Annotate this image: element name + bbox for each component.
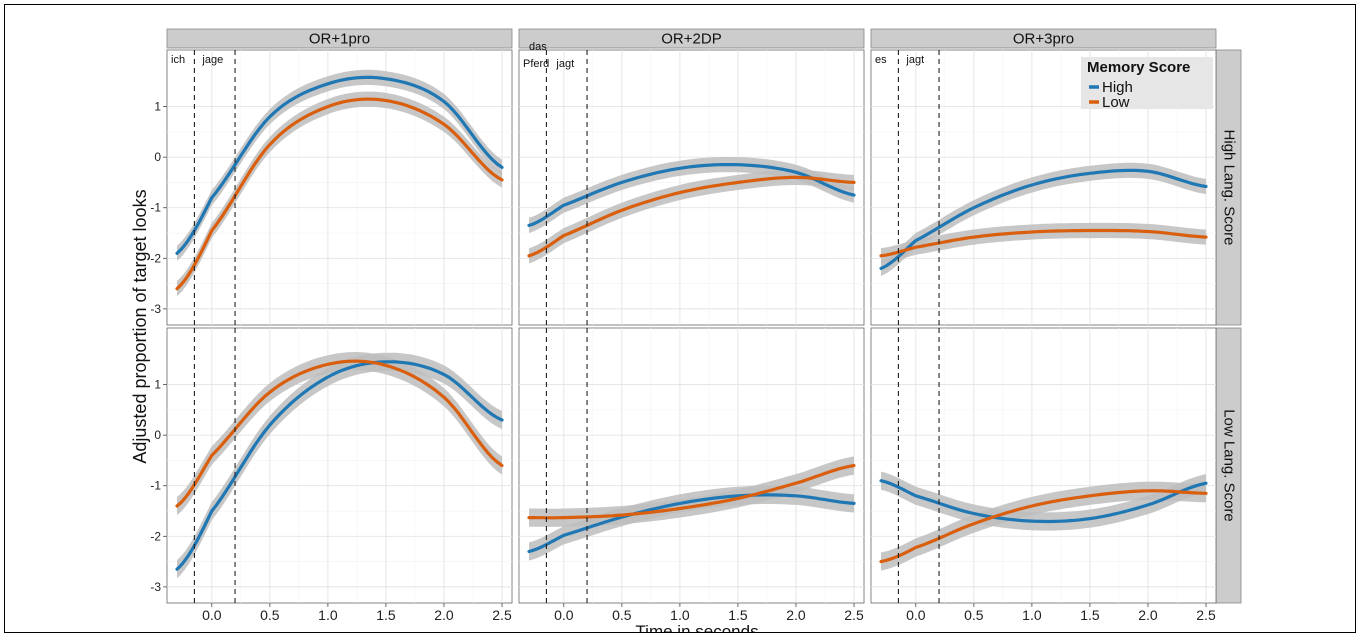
y-tick-label: -3 xyxy=(150,580,161,594)
series-line-low xyxy=(527,463,856,520)
x-tick-label: 0.0 xyxy=(202,607,222,623)
series-line-low xyxy=(879,489,1208,564)
y-tick-label: 1 xyxy=(154,378,161,392)
x-tick-label: 1.0 xyxy=(318,607,338,623)
word-label: jage xyxy=(201,54,223,66)
x-tick-label: 0.0 xyxy=(554,607,574,623)
x-tick-label: 0.5 xyxy=(260,607,280,623)
row-strip-label: High Lang. Score xyxy=(1221,130,1238,246)
y-tick-label: -3 xyxy=(150,302,161,316)
x-tick-label: 2.5 xyxy=(1196,607,1216,623)
legend-label: Low xyxy=(1102,94,1130,111)
panel-background xyxy=(870,327,1217,604)
x-tick-label: 0.5 xyxy=(612,607,632,623)
x-tick-label: 1.5 xyxy=(1080,607,1100,623)
x-tick-label: 1.0 xyxy=(1022,607,1042,623)
y-tick-label: -1 xyxy=(150,201,161,215)
confidence-band xyxy=(529,456,854,527)
row-strip xyxy=(1215,49,1242,326)
series-line-high xyxy=(175,360,504,571)
word-label: es xyxy=(875,54,887,66)
word-label: jagt xyxy=(555,58,574,70)
confidence-band xyxy=(881,222,1206,264)
x-tick-label: 2.0 xyxy=(786,607,806,623)
x-tick-label: 1.5 xyxy=(728,607,748,623)
confidence-band xyxy=(881,162,1206,276)
word-label: jagt xyxy=(905,54,924,66)
x-axis-title: Time in seconds xyxy=(635,622,758,633)
x-tick-label: 1.5 xyxy=(376,607,396,623)
series-line-high xyxy=(879,479,1208,524)
series-line-high xyxy=(527,493,856,554)
word-label: ich xyxy=(171,54,185,66)
x-tick-label: 1.0 xyxy=(670,607,690,623)
x-tick-label: 2.5 xyxy=(844,607,864,623)
word-label: Pferd xyxy=(523,58,549,70)
column-strip xyxy=(518,28,865,49)
y-tick-label: -2 xyxy=(150,251,161,265)
series-line-high xyxy=(527,163,856,227)
faceted-line-chart: OR+1pro OR+2DP OR+3pro High Lang. Score Low … xyxy=(130,28,1242,633)
x-tick-label: 0.0 xyxy=(906,607,926,623)
x-tick-label: 2.0 xyxy=(434,607,454,623)
legend-title: Memory Score xyxy=(1087,59,1190,76)
series-line-high xyxy=(879,168,1208,270)
x-tick-label: 2.0 xyxy=(1138,607,1158,623)
y-tick-label: 0 xyxy=(154,150,161,164)
word-label: das xyxy=(529,41,547,53)
column-strip-label: OR+3pro xyxy=(1013,31,1074,48)
series-line-low xyxy=(175,97,504,291)
y-tick-label: 1 xyxy=(154,100,161,114)
confidence-band xyxy=(881,471,1206,531)
y-tick-label: -2 xyxy=(150,529,161,543)
column-strip-label: OR+1pro xyxy=(309,31,370,48)
confidence-band xyxy=(529,157,854,233)
row-strip-label: Low Lang. Score xyxy=(1221,409,1238,522)
column-strip-label: OR+2DP xyxy=(661,31,721,48)
column-strip xyxy=(166,28,513,49)
series-line-high xyxy=(175,75,504,255)
panel-background xyxy=(518,327,865,604)
x-tick-label: 0.5 xyxy=(964,607,984,623)
y-axis-title: Adjusted proportion of target looks xyxy=(130,189,150,463)
legend-box xyxy=(1081,57,1213,109)
column-strip xyxy=(870,28,1217,49)
x-tick-label: 2.5 xyxy=(492,607,512,623)
series-line-low xyxy=(879,228,1208,258)
series-line-low xyxy=(527,175,856,258)
y-tick-label: -1 xyxy=(150,479,161,493)
y-tick-label: 0 xyxy=(154,428,161,442)
figure-frame: OR+1pro OR+2DP OR+3pro High Lang. Score Low … xyxy=(4,4,1356,633)
legend-label: High xyxy=(1102,79,1133,96)
series-line-low xyxy=(175,359,504,508)
